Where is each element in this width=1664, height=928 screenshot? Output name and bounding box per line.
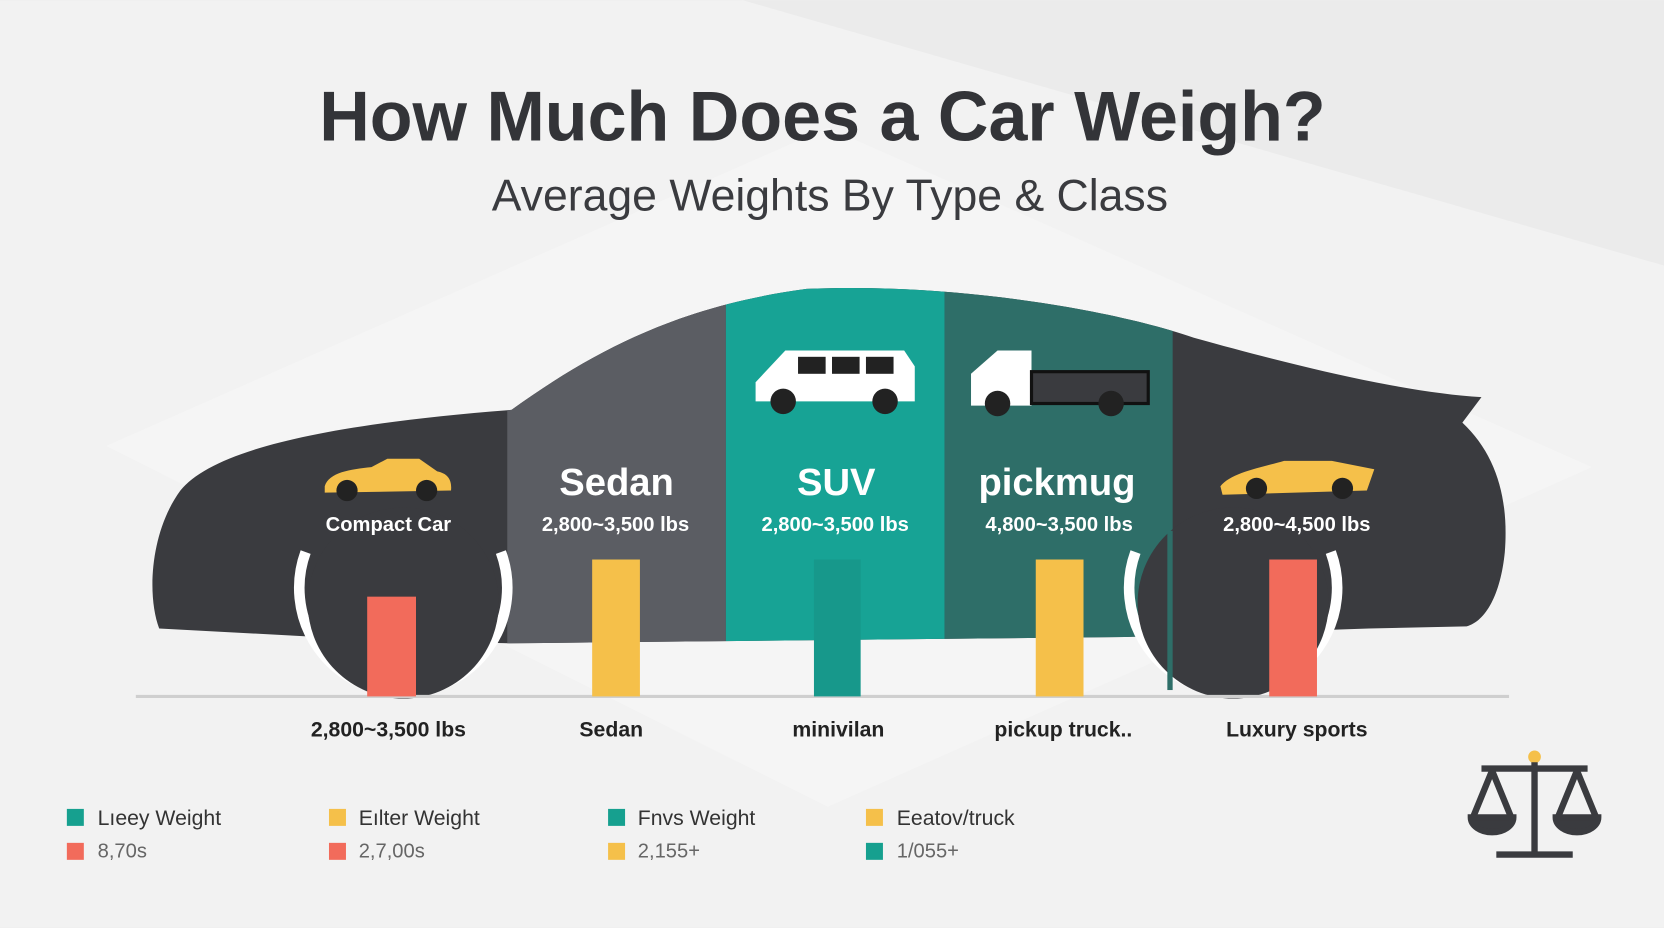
legend-swatch [328, 842, 346, 860]
bar [592, 559, 640, 697]
bottom-label: Sedan [579, 719, 643, 742]
legend-swatch [865, 842, 883, 860]
panel-range: 2,800~3,500 lbs [542, 514, 689, 536]
legend-value: 2,7,00s [359, 841, 425, 863]
bottom-label: minivilan [792, 719, 884, 742]
pickup-icon [971, 350, 1150, 417]
panel-heading: SUV [797, 461, 876, 504]
panel-range: 4,800~3,500 lbs [985, 514, 1132, 536]
legend-swatch [865, 808, 883, 826]
legend-label: Eılter Weight [359, 807, 480, 830]
panel-heading: Sedan [559, 461, 674, 504]
legend-swatch [608, 808, 626, 826]
legend-label: Fnvs Weight [638, 807, 756, 830]
compact-car-icon [324, 458, 452, 502]
panel-range: 2,800~3,500 lbs [761, 514, 908, 536]
panel-label: Compact Car [326, 514, 452, 536]
subtitle: Average Weights By Type & Class [492, 171, 1168, 220]
bar [813, 559, 861, 697]
legend-swatch [66, 842, 84, 860]
legend: Lıeey Weight 8,70s Eılter Weight 2,7,00s… [66, 807, 1015, 863]
legend-label: Lıeey Weight [98, 807, 222, 830]
bar [1269, 559, 1317, 697]
legend-value: 8,70s [98, 841, 147, 863]
suv-icon [755, 350, 915, 415]
panel-edge [1167, 530, 1173, 691]
bar [1035, 559, 1084, 697]
legend-swatch [66, 808, 84, 826]
legend-label: Eeatov/truck [897, 807, 1015, 830]
bar [367, 596, 416, 697]
panel-range: 2,800~4,500 lbs [1223, 514, 1370, 536]
bottom-label: Luxury sports [1226, 719, 1368, 742]
scale-icon [1467, 750, 1602, 858]
panel-heading: pickmug [978, 461, 1135, 504]
bottom-label: pickup truck.. [994, 719, 1132, 742]
sports-car-icon [1220, 460, 1375, 500]
title: How Much Does a Car Weigh? [319, 77, 1326, 155]
legend-swatch [328, 808, 346, 826]
legend-value: 2,155+ [638, 841, 700, 863]
legend-swatch [608, 842, 626, 860]
bottom-label: 2,800~3,500 lbs [311, 719, 466, 742]
legend-value: 1/055+ [897, 841, 959, 863]
